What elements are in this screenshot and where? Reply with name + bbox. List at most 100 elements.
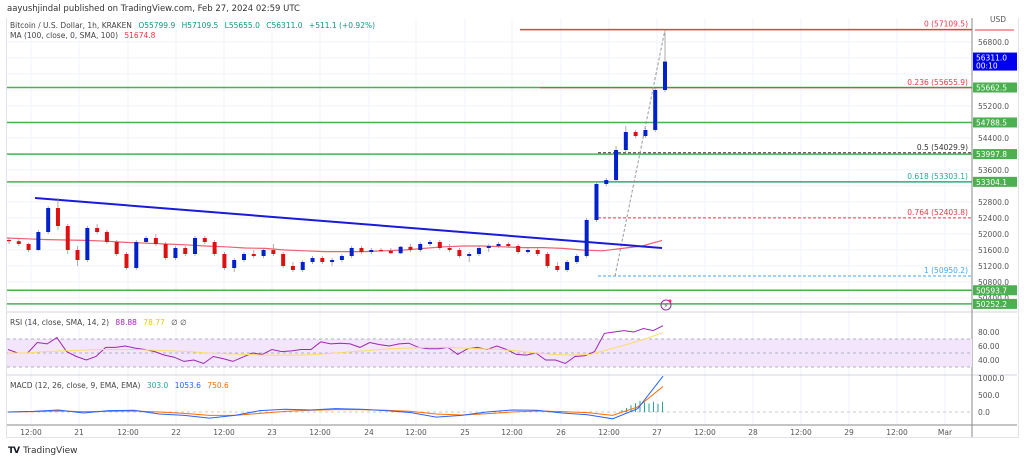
candle [349,248,354,256]
symbol-title[interactable]: Bitcoin / U.S. Dollar, 1h, KRAKEN [10,21,132,30]
candle [281,254,286,266]
candle [428,242,433,244]
candle [183,248,188,254]
tradingview-logo-icon: TV [8,446,20,456]
candle [241,254,246,260]
candle [467,254,472,256]
ma-label[interactable]: MA (100, close, 0, SMA, 100) [10,31,118,40]
candle [408,246,413,250]
open-value: O55799.9 [138,21,176,30]
brand-name: TradingView [23,446,78,456]
macd-signal-value: 750.6 [207,381,229,390]
symbol-legend: Bitcoin / U.S. Dollar, 1h, KRAKEN O55799… [10,21,379,30]
macd-label[interactable]: MACD (12, 26, close, 9, EMA, EMA) [10,381,141,390]
candle [379,250,384,251]
svg-text:12:00: 12:00 [790,428,812,437]
candle [486,246,491,248]
candle [555,266,560,270]
last-price-tag [973,52,1017,71]
ma-legend: MA (100, close, 0, SMA, 100) 51674.8 [10,31,159,40]
rsi-value: 88.88 [115,318,137,327]
svg-text:55662.5: 55662.5 [976,84,1007,93]
candle [633,132,638,136]
svg-text:21: 21 [74,428,84,437]
candle [202,238,207,242]
candle [447,248,452,250]
low-value: L55655.0 [224,21,260,30]
candle [320,258,325,262]
svg-text:12:00: 12:00 [20,428,42,437]
svg-text:0.0: 0.0 [978,408,990,417]
candle [232,260,237,268]
candle [437,242,442,248]
svg-text:50400.0: 50400.0 [978,294,1009,303]
candle [85,228,90,260]
high-value: H57109.5 [181,21,219,30]
candle [339,256,344,260]
chart-frame[interactable] [6,18,1019,438]
rsi-extra: ∅ ∅ [171,318,187,327]
svg-text:Mar: Mar [938,428,953,437]
candle [457,250,462,256]
svg-text:53304.1: 53304.1 [976,178,1007,187]
candle [114,242,119,254]
currency-label: USD [990,15,1006,24]
svg-text:52000.0: 52000.0 [978,230,1009,239]
svg-text:50252.2: 50252.2 [976,300,1007,309]
candle [545,254,550,266]
svg-text:56800.0: 56800.0 [978,38,1009,47]
candle [173,248,178,258]
ma-value: 51674.8 [124,31,156,40]
svg-text:00:10: 00:10 [976,62,998,71]
candle [525,250,530,252]
price-tag [973,176,1017,187]
candle [271,250,276,254]
trendline[interactable] [34,197,663,249]
candle [290,266,295,270]
svg-text:53600.0: 53600.0 [978,166,1009,175]
candle [134,242,139,268]
svg-text:56311.0: 56311.0 [976,54,1007,63]
price-tag [973,285,1017,296]
svg-text:51600.0: 51600.0 [978,246,1009,255]
candle [26,244,31,250]
macd-signal-line [7,386,664,416]
price-tag [973,298,1017,309]
candle [163,244,168,258]
svg-text:0.618 (53303.1): 0.618 (53303.1) [907,172,968,181]
change-value: +511.1 (+0.92%) [308,21,376,30]
svg-text:53997.8: 53997.8 [976,150,1007,159]
rsi-label[interactable]: RSI (14, close, SMA, 14, 2) [10,318,110,327]
svg-text:12:00: 12:00 [694,428,716,437]
price-tag [973,117,1017,128]
candle [104,232,109,242]
candle [614,150,619,180]
svg-text:52800.0: 52800.0 [978,198,1009,207]
publisher-line: aayushjindal published on TradingView.co… [7,4,300,14]
svg-text:54400.0: 54400.0 [978,134,1009,143]
svg-text:⚡: ⚡ [664,302,669,310]
candle [300,262,305,270]
svg-text:12:00: 12:00 [117,428,139,437]
svg-text:12:00: 12:00 [405,428,427,437]
svg-text:26: 26 [556,428,566,437]
price-axis[interactable]: USD 56800.0 55200.0 54400.0 53600.0 52800.0 52… [975,15,1014,303]
candle [663,61,667,90]
candle [604,180,609,184]
svg-text:24: 24 [364,428,374,437]
candle [261,250,266,256]
candle [388,250,393,254]
time-axis[interactable]: 12:00 21 12:00 22 12:00 23 12:00 24 12:00 25 12:00… [20,428,953,437]
candle [193,238,198,254]
macd-legend: MACD (12, 26, close, 9, EMA, EMA) 303.0 … [10,381,233,390]
candle [476,248,481,254]
svg-text:12:00: 12:00 [213,428,235,437]
candle [7,240,11,242]
svg-text:52400.0: 52400.0 [978,214,1009,223]
rsi-legend: RSI (14, close, SMA, 14, 2) 88.88 78.77 … [10,318,191,327]
flash-alert-icon[interactable]: ⚡ [660,299,672,311]
candle [369,250,374,252]
svg-text:12:00: 12:00 [501,428,523,437]
candle [65,226,70,250]
